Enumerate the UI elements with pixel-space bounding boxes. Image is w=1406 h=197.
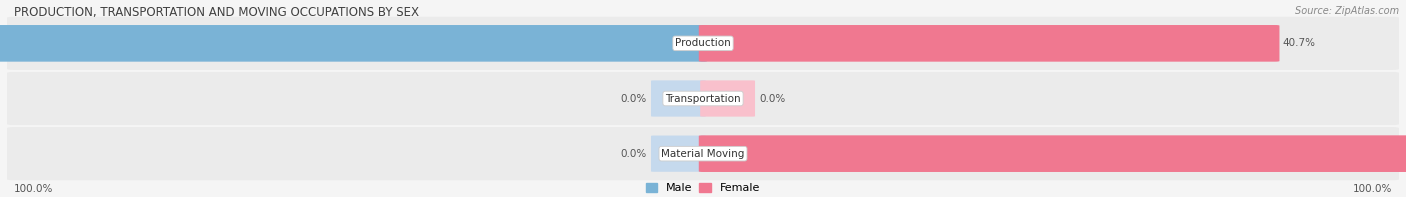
Text: Source: ZipAtlas.com: Source: ZipAtlas.com	[1295, 6, 1399, 16]
Text: 100.0%: 100.0%	[1353, 184, 1392, 194]
Text: Material Moving: Material Moving	[661, 149, 745, 159]
FancyBboxPatch shape	[7, 127, 1399, 180]
Legend: Male, Female: Male, Female	[647, 183, 759, 193]
FancyBboxPatch shape	[0, 25, 707, 62]
FancyBboxPatch shape	[7, 17, 1399, 70]
FancyBboxPatch shape	[699, 25, 1279, 62]
FancyBboxPatch shape	[651, 80, 706, 117]
Text: 0.0%: 0.0%	[620, 149, 647, 159]
FancyBboxPatch shape	[7, 72, 1399, 125]
Text: PRODUCTION, TRANSPORTATION AND MOVING OCCUPATIONS BY SEX: PRODUCTION, TRANSPORTATION AND MOVING OC…	[14, 6, 419, 19]
Text: Production: Production	[675, 38, 731, 48]
Text: 0.0%: 0.0%	[759, 94, 786, 103]
Text: 0.0%: 0.0%	[620, 94, 647, 103]
FancyBboxPatch shape	[651, 136, 706, 172]
FancyBboxPatch shape	[699, 135, 1406, 172]
Text: 100.0%: 100.0%	[14, 184, 53, 194]
Text: 40.7%: 40.7%	[1282, 38, 1315, 48]
FancyBboxPatch shape	[700, 80, 755, 117]
Text: Transportation: Transportation	[665, 94, 741, 103]
